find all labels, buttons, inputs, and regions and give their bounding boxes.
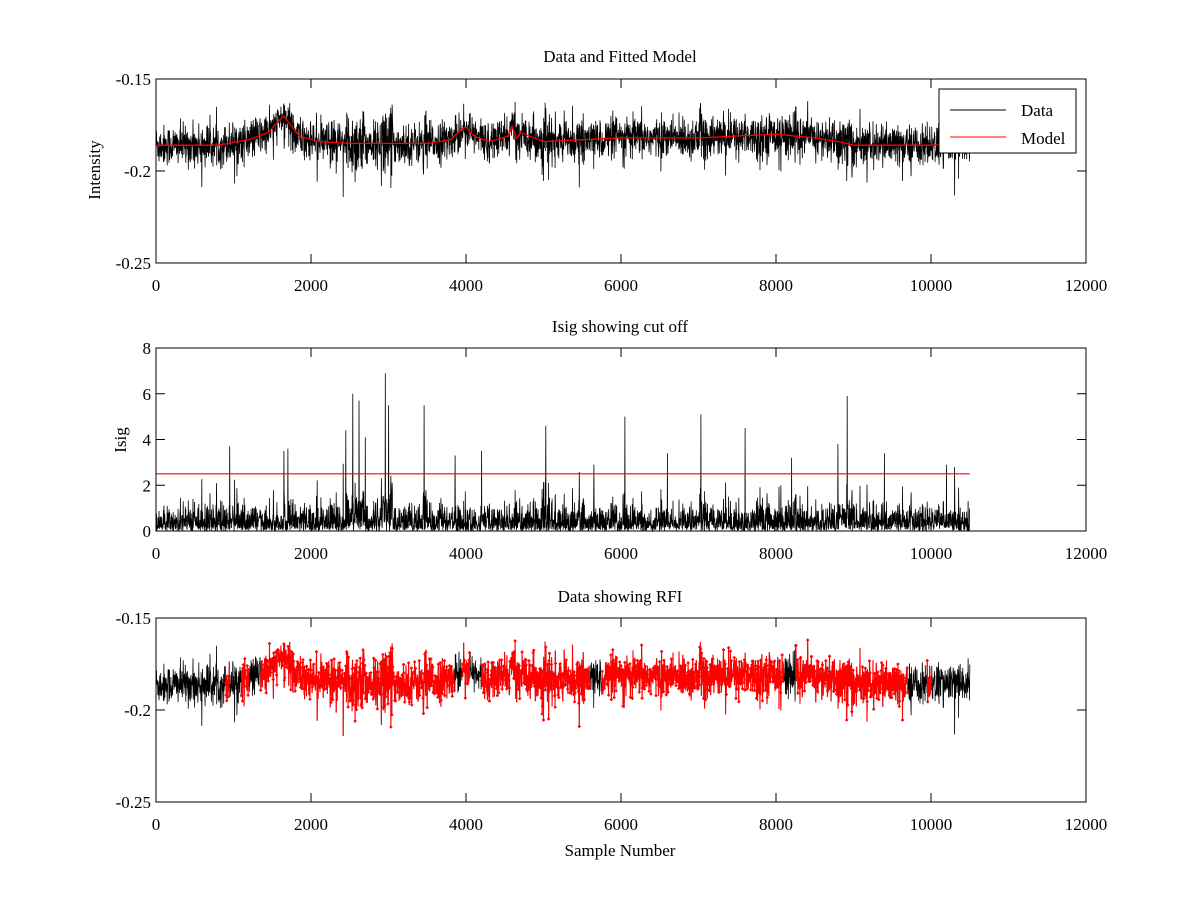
y-tick-label: 0 — [143, 522, 152, 541]
x-tick-label: 8000 — [759, 815, 793, 834]
x-tick-label: 12000 — [1065, 276, 1108, 295]
x-tick-label: 2000 — [294, 544, 328, 563]
x-tick-label: 0 — [152, 276, 161, 295]
panel-data-and-fitted-model: Data and Fitted Model Intensity 0 2000 400… — [85, 47, 1107, 295]
x-tick-label: 4000 — [449, 815, 483, 834]
x-tick-label: 12000 — [1065, 544, 1108, 563]
y-tick-label: -0.15 — [116, 70, 151, 89]
series-model-line — [156, 115, 970, 146]
legend: Data Model — [938, 88, 1077, 154]
panel-isig-showing-cut-off: Isig showing cut off Isig 0 2000 4000 6000 8… — [111, 317, 1107, 563]
y-tick-label: 2 — [143, 476, 152, 495]
x-tick-label: 10000 — [910, 544, 953, 563]
x-tick-label: 10000 — [910, 276, 953, 295]
x-tick-label: 12000 — [1065, 815, 1108, 834]
series-rfi-markers — [224, 638, 933, 729]
x-tick-label: 8000 — [759, 544, 793, 563]
y-axis-label: Isig — [111, 427, 130, 453]
series-data-line — [155, 101, 971, 198]
y-axis-label: Intensity — [85, 140, 104, 200]
y-tick-label: -0.2 — [124, 701, 151, 720]
x-tick-label: 0 — [152, 544, 161, 563]
axes: 0 2000 4000 6000 8000 10000 12000 -0.15 -0.2 -0.2… — [116, 70, 1108, 295]
y-tick-label: 8 — [143, 339, 152, 358]
x-tick-label: 4000 — [449, 544, 483, 563]
legend-entry-model: Model — [1021, 129, 1066, 148]
legend-box — [938, 88, 1077, 154]
x-tick-label: 2000 — [294, 276, 328, 295]
series-isig-line — [155, 373, 970, 533]
plot-area — [155, 373, 970, 533]
y-tick-label: -0.2 — [124, 162, 151, 181]
x-tick-label: 6000 — [604, 276, 638, 295]
x-tick-label: 4000 — [449, 276, 483, 295]
x-tick-label: 6000 — [604, 815, 638, 834]
legend-entry-data: Data — [1021, 101, 1054, 120]
plot-area — [155, 101, 971, 198]
chart-title: Data and Fitted Model — [543, 47, 697, 66]
y-tick-label: -0.25 — [116, 254, 151, 273]
y-tick-label: -0.15 — [116, 609, 151, 628]
x-tick-label: 0 — [152, 815, 161, 834]
chart-title: Isig showing cut off — [552, 317, 688, 336]
plot-area — [155, 638, 971, 737]
x-axis-label: Sample Number — [565, 841, 676, 860]
panel-data-showing-rfi: Data showing RFI Sample Number 0 2000 4000… — [116, 587, 1108, 860]
x-tick-label: 6000 — [604, 544, 638, 563]
x-tick-label: 8000 — [759, 276, 793, 295]
x-tick-label: 2000 — [294, 815, 328, 834]
y-tick-label: 6 — [143, 385, 152, 404]
y-tick-label: 4 — [143, 431, 152, 450]
axes: 0 2000 4000 6000 8000 10000 12000 -0.15 -0.2 -0.2… — [116, 609, 1108, 834]
chart-title: Data showing RFI — [558, 587, 683, 606]
y-tick-label: -0.25 — [116, 793, 151, 812]
axes: 0 2000 4000 6000 8000 10000 12000 0 2 4 6 8 — [143, 339, 1108, 563]
x-tick-label: 10000 — [910, 815, 953, 834]
